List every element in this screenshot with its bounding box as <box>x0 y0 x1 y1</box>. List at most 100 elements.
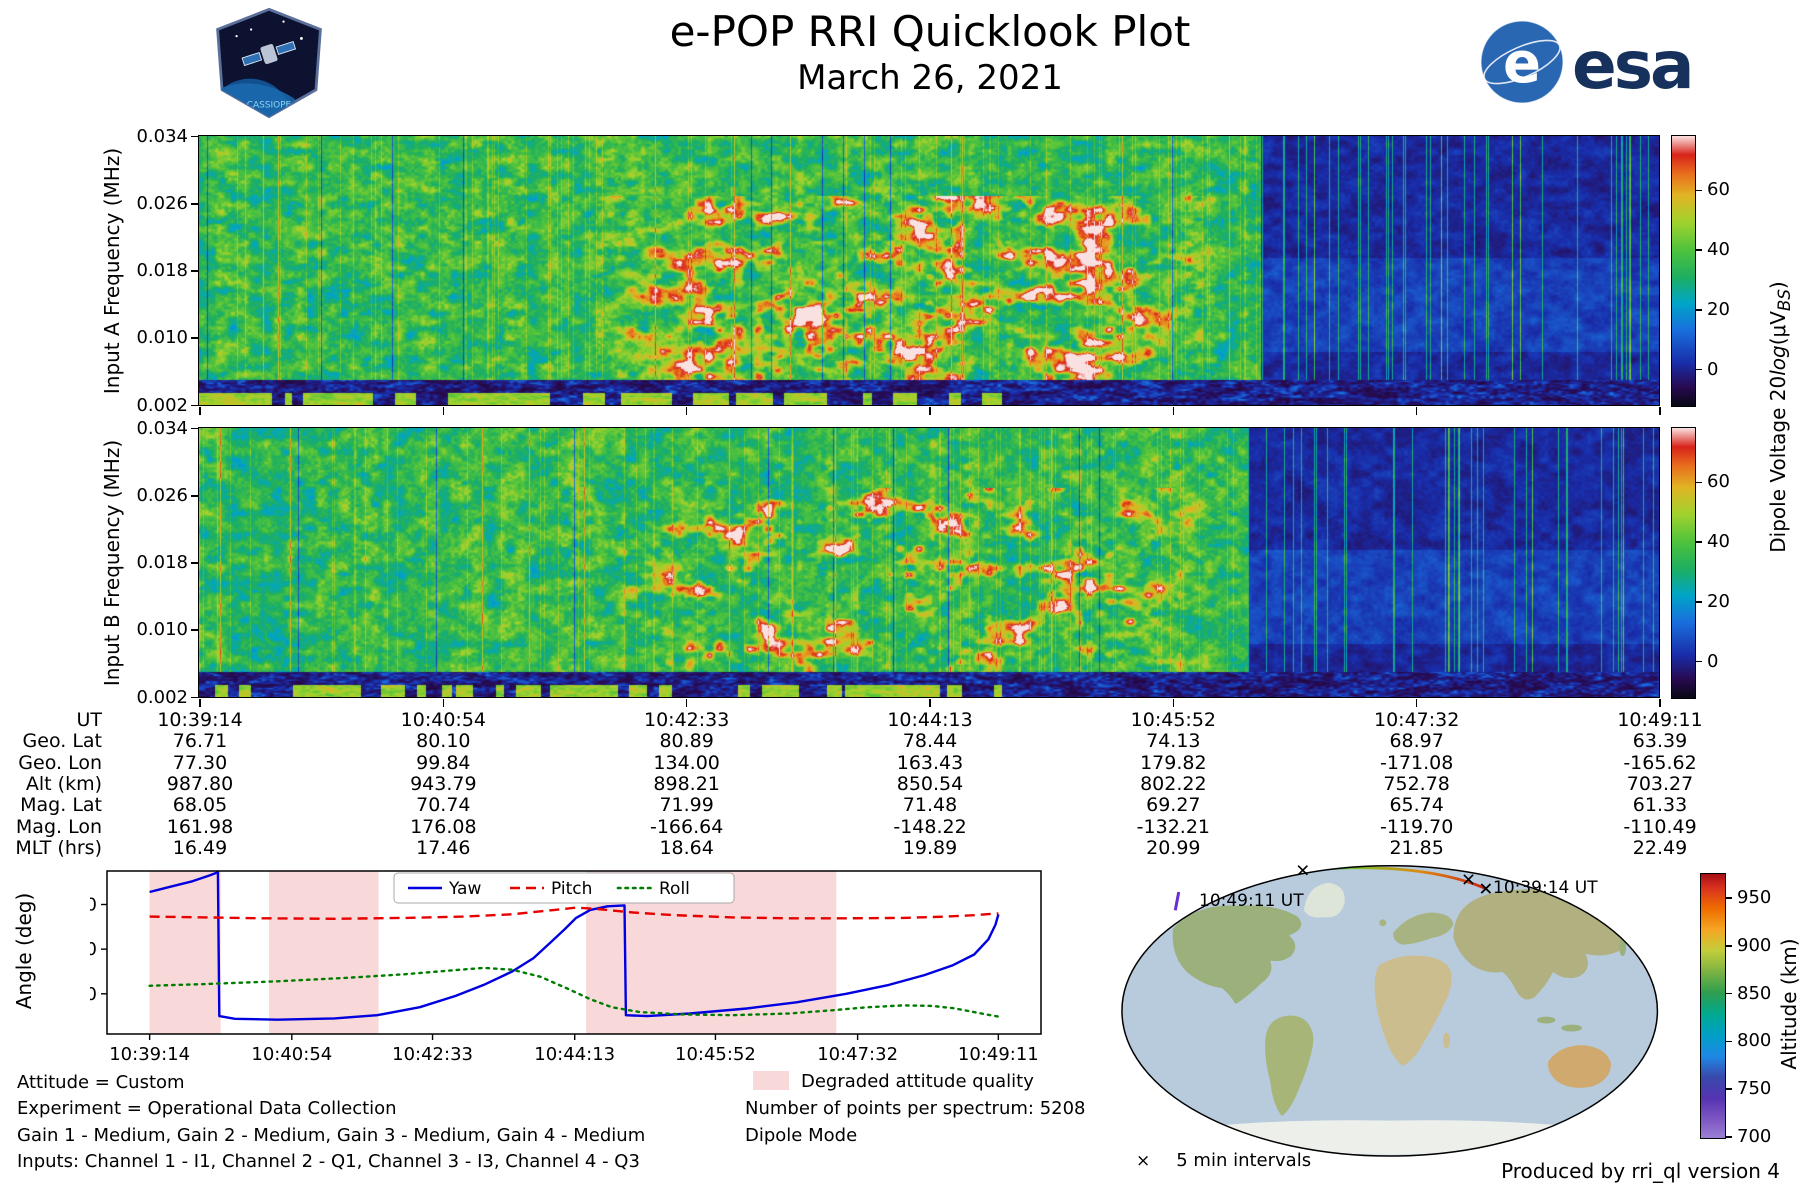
track-start-label: 10:39:14 UT <box>1493 878 1598 898</box>
spectrogram-y-tickmark <box>191 135 199 138</box>
intervals-note: × 5 min intervals <box>1136 1150 1311 1171</box>
ephemeris-value: 10:44:13 <box>887 709 973 731</box>
dipole-label-close: ) <box>1766 281 1790 290</box>
ephemeris-value: 10:47:32 <box>1373 709 1460 731</box>
ephemeris-value: 74.13 <box>1146 730 1201 753</box>
ephemeris-value: 10:40:54 <box>400 709 486 731</box>
attitude-angle-chart: −100 0 100 10:39:14 10:40:54 10:42:33 10:44:13… <box>90 870 1042 1065</box>
altitude-colorbar-tick-label: 850 <box>1737 982 1772 1004</box>
page-subtitle: March 26, 2021 <box>797 58 1063 98</box>
altitude-colorbar-label: Altitude (km) <box>1777 938 1800 1070</box>
ephemeris-value: -148.22 <box>893 815 967 838</box>
ephemeris-value: 898.21 <box>653 772 720 795</box>
ground-track-map: 10:39:14 UT 10:49:11 UT <box>1121 864 1659 1157</box>
ephemeris-value: 752.78 <box>1383 772 1450 795</box>
ephemeris-value: 65.74 <box>1389 794 1444 817</box>
ephemeris-value: 63.39 <box>1632 730 1688 753</box>
ephemeris-value: 850.54 <box>896 772 964 795</box>
attitude-legend-label: Pitch <box>551 879 592 899</box>
ephemeris-value: 17.46 <box>416 836 471 859</box>
dipole-colorbar-tick-label: 20 <box>1707 590 1730 612</box>
ephemeris-value: 70.74 <box>416 794 471 817</box>
spectrogram-y-tick-label: 0.018 <box>136 552 188 573</box>
dipole-colorbar-tick-label: 60 <box>1707 471 1730 493</box>
ephemeris-value: 61.33 <box>1632 794 1688 817</box>
altitude-colorbar-tickmark <box>1726 1040 1732 1043</box>
attitude-series-yaw <box>149 871 1000 1021</box>
attitude-y-tick-label: 0 <box>90 939 97 960</box>
degraded-legend-label: Degraded attitude quality <box>801 1071 1034 1092</box>
ephemeris-value: 99.84 <box>416 751 471 774</box>
ephemeris-value: 161.98 <box>166 815 234 838</box>
altitude-colorbar <box>1700 873 1726 1139</box>
ephemeris-value: 10:45:52 <box>1130 709 1216 731</box>
ephemeris-value: -171.08 <box>1379 751 1454 774</box>
degraded-quality-band <box>269 871 379 1034</box>
intervals-note-label: 5 min intervals <box>1176 1150 1312 1171</box>
dipole-label-prefix: Dipole Voltage 20 <box>1766 375 1790 553</box>
track-end-marker <box>1173 891 1181 911</box>
ephemeris-row-label: UT <box>76 709 102 731</box>
dipole-colorbar-tick-label: 0 <box>1707 358 1719 380</box>
ephemeris-value: 943.79 <box>410 772 477 795</box>
attitude-legend-label: Roll <box>659 879 690 899</box>
ephemeris-value: 71.48 <box>902 794 958 817</box>
ephemeris-value: 802.22 <box>1140 772 1207 795</box>
spectrogram-x-tickmark <box>199 699 201 707</box>
altitude-colorbar-tick-label: 950 <box>1737 886 1772 908</box>
ephemeris-value: 134.00 <box>653 751 720 774</box>
ephemeris-value: -165.62 <box>1623 751 1697 774</box>
attitude-x-tick-label: 10:44:13 <box>534 1044 615 1065</box>
spectrogram-y-tick-label: 0.018 <box>136 260 188 281</box>
ephemeris-value: -132.21 <box>1136 815 1210 838</box>
altitude-colorbar-tickmark <box>1726 944 1732 947</box>
spectrogram-x-tickmark <box>442 699 445 707</box>
spectrogram-y-tick-label: 0.026 <box>136 484 188 506</box>
esa-logo: e esa <box>1480 20 1695 104</box>
attitude-x-tick-label: 10:49:11 <box>958 1044 1039 1065</box>
altitude-colorbar-tickmark <box>1726 992 1732 995</box>
spectrogram-y-tick-label: 0.010 <box>136 619 188 641</box>
dipole-colorbar-tick-label: 0 <box>1707 650 1719 672</box>
altitude-colorbar-tick-label: 750 <box>1737 1078 1772 1100</box>
ephemeris-value: 10:49:11 <box>1617 709 1703 731</box>
ephemeris-value: -110.49 <box>1623 815 1697 838</box>
dipole-colorbar-tick-label: 20 <box>1707 298 1730 320</box>
spectrogram-y-tickmark <box>191 427 199 430</box>
dipole-colorbar-b <box>1671 427 1696 699</box>
altitude-colorbar-tickmark <box>1726 897 1732 899</box>
ephemeris-value: 16.49 <box>172 836 228 859</box>
attitude-x-tick-label: 10:42:33 <box>392 1044 473 1065</box>
dipole-colorbar-tick-label: 40 <box>1707 531 1730 553</box>
dipole-colorbar-tickmark <box>1696 189 1702 192</box>
experiment-note: Experiment = Operational Data Collection <box>17 1098 397 1119</box>
patch-text: CASSIOPE <box>247 101 292 111</box>
dipole-mode-note: Dipole Mode <box>745 1125 858 1146</box>
ephemeris-value: 10:39:14 <box>157 709 243 731</box>
esa-wordmark: esa <box>1572 27 1692 104</box>
spectrogram-x-tickmark <box>685 407 688 415</box>
attitude-x-tick-label: 10:40:54 <box>251 1044 332 1065</box>
ephemeris-value: 80.89 <box>659 730 714 753</box>
interval-marker-icon: × <box>1136 1151 1151 1171</box>
ephemeris-value: 68.05 <box>172 794 228 817</box>
dipole-colorbar-tickmark <box>1696 660 1702 663</box>
track-start-marker <box>1480 883 1492 894</box>
satellite-icon <box>241 40 297 67</box>
ephemeris-value: 703.27 <box>1626 772 1694 795</box>
ephemeris-value: 18.64 <box>659 836 714 859</box>
page-title: e-POP RRI Quicklook Plot <box>669 7 1191 56</box>
cassiope-mission-patch: CASSIOPE <box>216 7 322 119</box>
dipole-label-sub: BS <box>1775 289 1794 312</box>
attitude-legend-box <box>393 872 735 904</box>
spectrogram-y-tick-label: 0.002 <box>136 394 188 416</box>
dipole-colorbar-tickmark <box>1696 541 1702 543</box>
ephemeris-value: 179.82 <box>1140 751 1207 774</box>
ephemeris-value: 176.08 <box>410 815 477 838</box>
ephemeris-value: 71.99 <box>659 794 714 817</box>
ephemeris-value: 77.30 <box>172 751 228 774</box>
ephemeris-value: -119.70 <box>1379 815 1454 838</box>
spectrogram-y-tick-label: 0.026 <box>136 192 188 214</box>
ephemeris-row-label: Alt (km) <box>25 772 102 795</box>
